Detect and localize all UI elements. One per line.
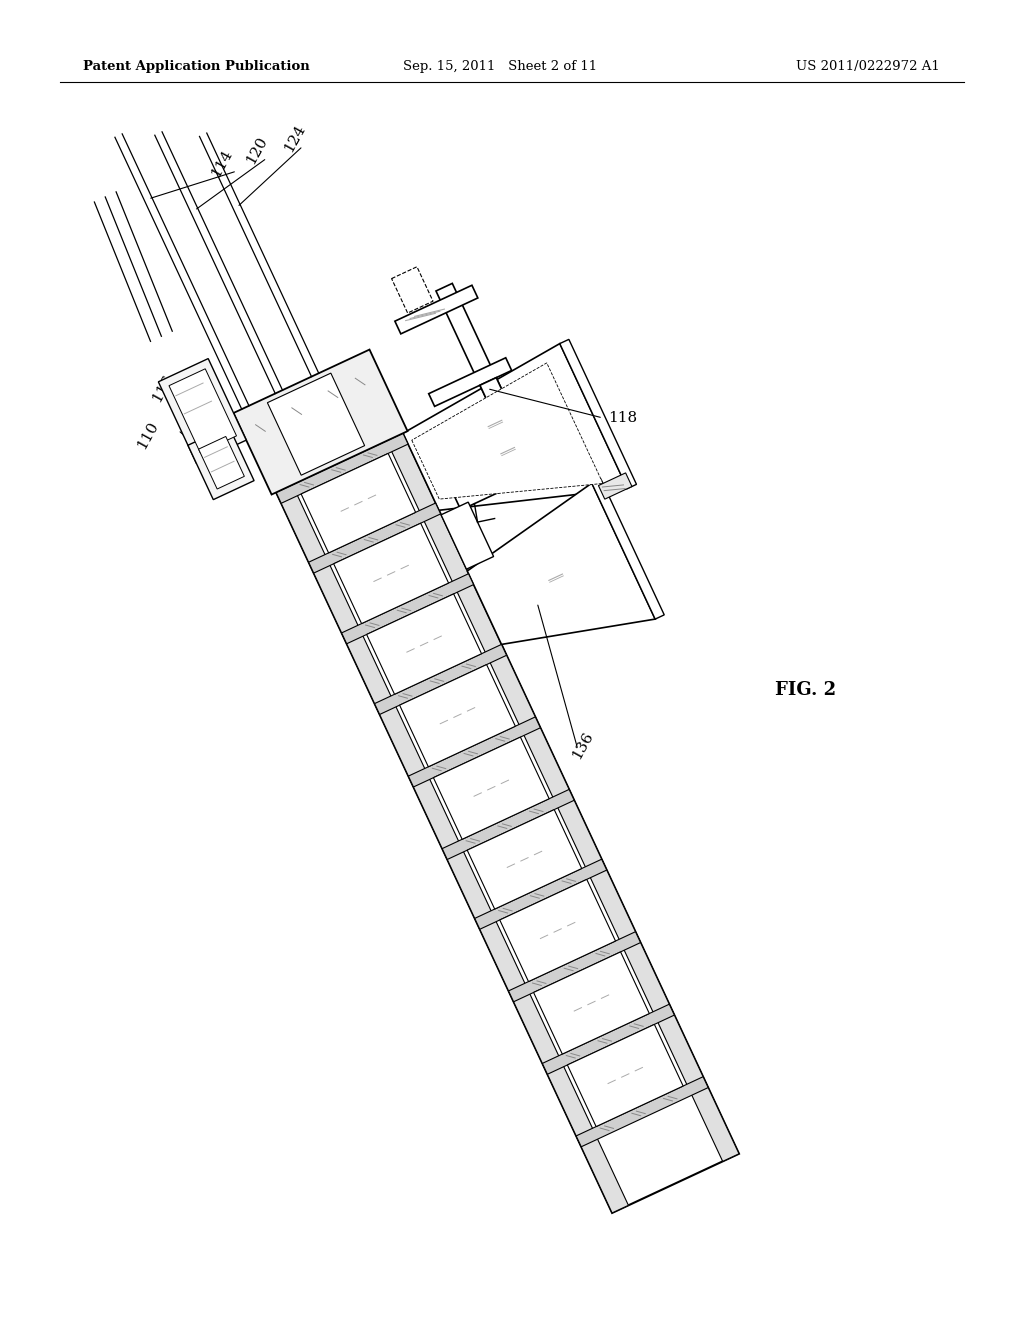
Polygon shape xyxy=(188,426,254,500)
Polygon shape xyxy=(598,473,632,499)
Polygon shape xyxy=(475,859,606,929)
Polygon shape xyxy=(441,502,494,569)
Polygon shape xyxy=(480,378,535,467)
Polygon shape xyxy=(567,1024,683,1126)
Polygon shape xyxy=(308,503,440,573)
Polygon shape xyxy=(367,594,481,694)
Text: Patent Application Publication: Patent Application Publication xyxy=(83,59,309,73)
Polygon shape xyxy=(409,717,541,787)
Polygon shape xyxy=(467,483,655,644)
Polygon shape xyxy=(342,574,473,644)
Polygon shape xyxy=(159,359,246,463)
Text: 124: 124 xyxy=(282,121,308,154)
Polygon shape xyxy=(263,458,629,1213)
Text: 118: 118 xyxy=(608,411,637,425)
Text: 110: 110 xyxy=(135,418,161,451)
Polygon shape xyxy=(455,467,524,510)
Polygon shape xyxy=(436,284,528,454)
Text: US 2011/0222972 A1: US 2011/0222972 A1 xyxy=(797,59,940,73)
Text: 120: 120 xyxy=(244,133,270,166)
Polygon shape xyxy=(334,523,449,623)
Polygon shape xyxy=(375,644,507,714)
Polygon shape xyxy=(560,339,637,488)
Polygon shape xyxy=(233,350,408,495)
Polygon shape xyxy=(429,358,512,407)
Text: 116: 116 xyxy=(150,372,176,404)
Polygon shape xyxy=(534,952,649,1055)
Polygon shape xyxy=(509,932,641,1002)
Polygon shape xyxy=(301,454,416,553)
Polygon shape xyxy=(412,363,603,499)
Polygon shape xyxy=(592,479,665,619)
Polygon shape xyxy=(543,1005,675,1074)
Polygon shape xyxy=(442,789,574,859)
Polygon shape xyxy=(467,809,582,909)
Polygon shape xyxy=(399,664,515,767)
Text: 136: 136 xyxy=(569,729,596,762)
Text: FIG. 2: FIG. 2 xyxy=(775,681,837,700)
Polygon shape xyxy=(577,1077,709,1147)
Text: Sep. 15, 2011   Sheet 2 of 11: Sep. 15, 2011 Sheet 2 of 11 xyxy=(402,59,597,73)
Polygon shape xyxy=(500,879,615,982)
Polygon shape xyxy=(374,407,739,1162)
Polygon shape xyxy=(199,437,245,488)
Polygon shape xyxy=(433,737,549,840)
Polygon shape xyxy=(391,267,433,313)
Polygon shape xyxy=(403,343,628,511)
Polygon shape xyxy=(395,285,478,334)
Polygon shape xyxy=(276,433,409,503)
Polygon shape xyxy=(169,368,237,453)
Polygon shape xyxy=(263,407,739,1213)
Text: 114: 114 xyxy=(209,147,236,180)
Polygon shape xyxy=(267,374,365,475)
